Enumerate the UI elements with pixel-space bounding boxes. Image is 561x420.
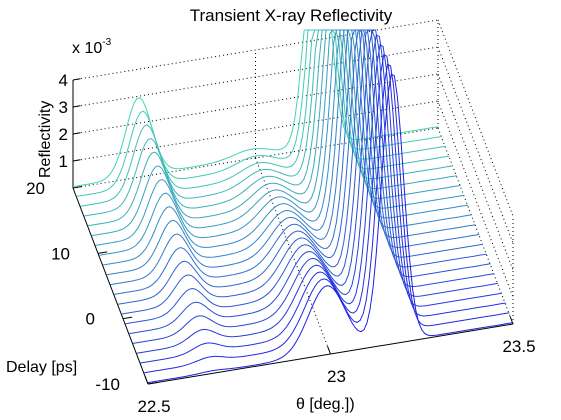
grid-line-side-z [437,100,514,298]
x-tick-label: 22.5 [137,397,170,416]
z-tick-label: 3 [59,98,68,117]
y-tick-label: 10 [51,244,70,263]
series-line [84,29,450,217]
series-line [102,29,469,266]
z-tick-mark [72,105,81,108]
series-line [117,29,484,305]
series-line [144,63,510,374]
z-multiplier-base: x 10 [72,40,102,57]
series-line [91,29,457,237]
z-axis-label: Reflectivity [37,101,54,178]
grid-line-side-z [437,73,514,271]
z-tick-mark [72,132,81,135]
x-tick-mark [144,375,149,385]
y-tick-mark [72,186,83,189]
x-tick-label: 23.5 [502,337,535,356]
series-line [140,53,506,364]
series-line [114,29,480,295]
z-tick-mark [72,78,81,81]
y-tick-mark [147,382,158,385]
z-multiplier: x 10-3 [72,37,112,57]
y-axis-line [72,187,149,385]
series-line [147,73,514,384]
series-line [106,29,472,276]
y-tick-label: 20 [26,179,45,198]
series-line [76,29,442,197]
series-line [129,29,495,335]
y-tick-mark [122,316,133,320]
series-line [132,34,499,344]
chart-title: Transient X-ray Reflectivity [190,6,393,25]
y-tick-mark [97,251,108,254]
series-line [72,29,439,188]
grid-line-side-floor [437,127,514,325]
z-tick-label: 4 [59,71,68,90]
series-line [125,29,491,325]
series-line [121,29,487,315]
x-axis-label: θ [deg.]) [296,396,355,413]
x-tick-mark [327,345,331,355]
grid-line-back-z [72,73,439,135]
z-multiplier-exponent: -3 [102,37,111,48]
grid-line-back-z [72,19,439,81]
series-line [80,29,446,207]
series-line [99,29,465,256]
grid [72,19,514,355]
z-tick-label: 1 [59,152,68,171]
z-tick-mark [72,159,81,162]
axes [72,78,514,385]
traces [72,29,514,384]
x-tick-label: 23 [327,367,346,386]
z-tick-label: 2 [59,125,68,144]
series-line [110,29,476,286]
series-line [87,29,454,227]
grid-line-side-z [437,19,514,217]
y-tick-label: 0 [86,310,95,329]
series-line [136,44,502,354]
series-line [95,29,461,246]
grid-line-side-z [437,46,514,244]
y-tick-label: -10 [95,375,120,394]
y-axis-label: Delay [ps] [6,359,77,376]
